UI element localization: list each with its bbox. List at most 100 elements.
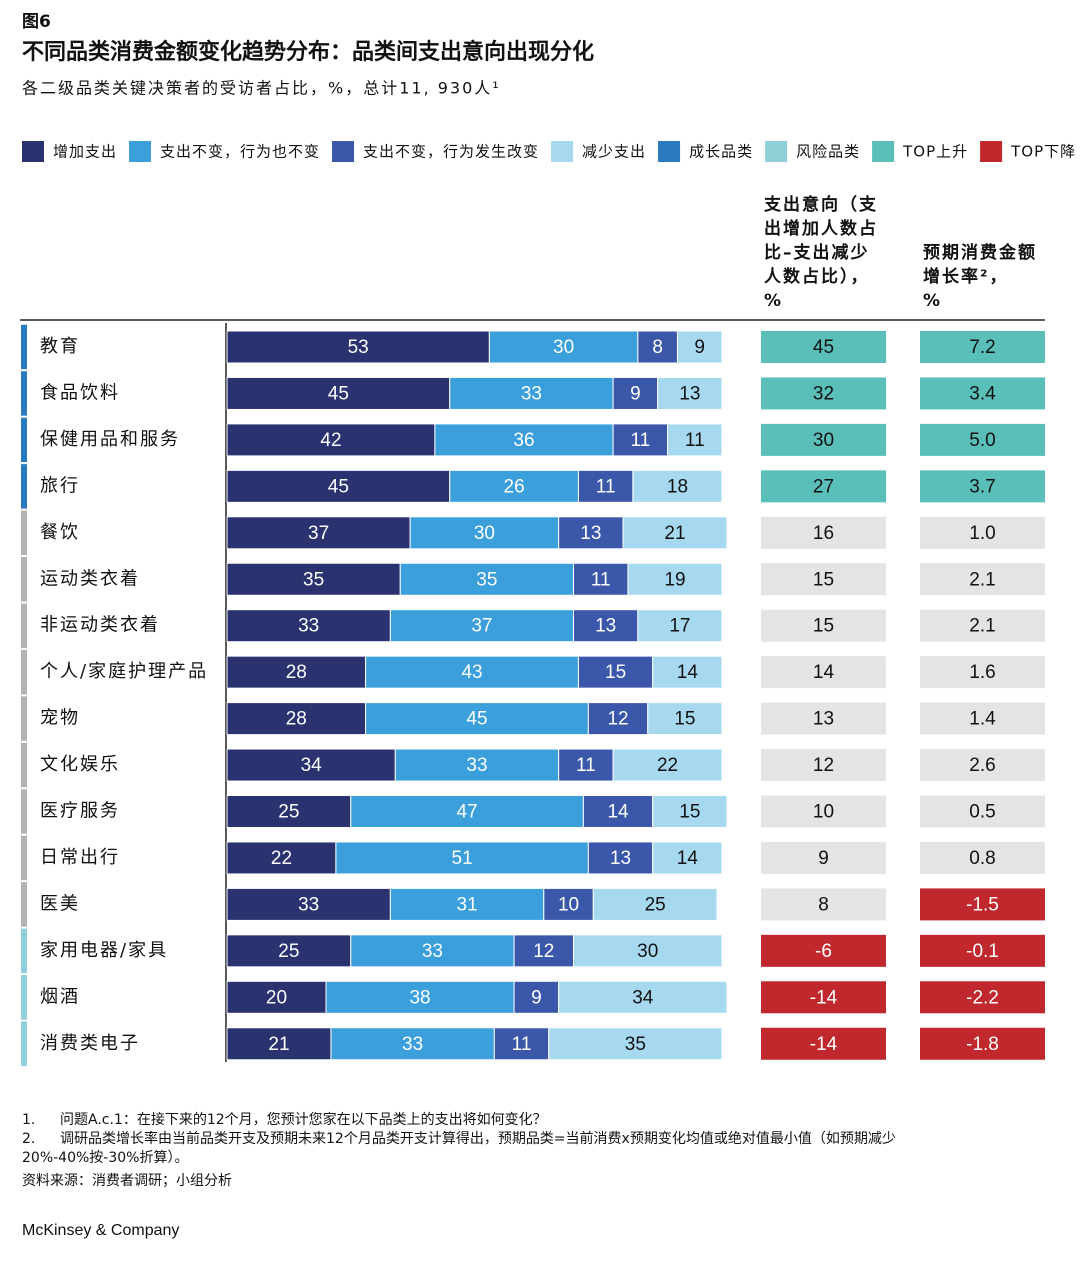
cell xyxy=(761,377,886,410)
bar-segment xyxy=(652,655,723,689)
legend-label: TOP上升 xyxy=(902,143,968,161)
category-label: 医美 xyxy=(40,893,80,914)
bar-value-label: 25 xyxy=(278,802,299,823)
bar-value-label: 35 xyxy=(476,569,497,590)
column-header: % xyxy=(764,291,783,311)
bar-segment xyxy=(652,841,723,875)
bar-value-label: 12 xyxy=(533,941,554,962)
bar-segment xyxy=(226,980,327,1014)
bar-value-label: 21 xyxy=(664,523,685,544)
bar-value-label: 25 xyxy=(645,894,666,915)
group-indicator xyxy=(21,975,27,1020)
cell xyxy=(761,609,886,642)
bar-segment xyxy=(226,562,401,596)
bar-value-label: 14 xyxy=(607,802,629,823)
bar-value-label: 33 xyxy=(298,894,319,915)
cell-value: 14 xyxy=(813,662,835,683)
cell xyxy=(761,470,886,503)
bar-segment xyxy=(389,609,574,643)
group-indicator xyxy=(21,557,27,602)
cell-value: 13 xyxy=(813,709,834,730)
legend-label: 支出不变，行为也不变 xyxy=(160,143,320,161)
bar-segment xyxy=(612,748,723,782)
cell-value: 0.5 xyxy=(969,802,995,823)
cell-value: 8 xyxy=(818,894,829,915)
bar-value-label: 13 xyxy=(580,523,601,544)
bar-segment xyxy=(226,609,391,643)
column-header: 人数占比）， xyxy=(764,266,870,287)
bar-segment xyxy=(350,795,584,828)
bar-segment xyxy=(434,423,614,457)
bar-value-label: 15 xyxy=(679,802,700,823)
bar-value-label: 12 xyxy=(607,709,628,730)
category-label: 家用电器/家具 xyxy=(40,940,168,961)
bar-segment xyxy=(652,795,728,828)
bar-value-label: 9 xyxy=(630,383,641,404)
cell xyxy=(761,749,886,782)
legend-swatch xyxy=(129,141,152,162)
column-header: 支出意向（支 xyxy=(764,194,878,215)
bar-segment xyxy=(226,702,367,736)
bar-segment xyxy=(627,562,723,596)
category-label: 个人/家庭护理产品 xyxy=(40,661,208,682)
cell-value: 32 xyxy=(813,383,834,404)
cell xyxy=(920,795,1045,828)
bar-segment xyxy=(647,702,723,736)
bar-value-label: 8 xyxy=(652,337,663,358)
group-indicator xyxy=(21,603,27,648)
bar-segment xyxy=(676,330,723,364)
bar-segment xyxy=(558,980,728,1014)
bar-segment xyxy=(488,330,639,364)
cell xyxy=(920,470,1045,503)
bar-value-label: 9 xyxy=(694,337,705,358)
bar-value-label: 34 xyxy=(301,755,323,776)
legend-swatch xyxy=(658,141,681,162)
bar-segment xyxy=(226,841,337,875)
bar-value-label: 35 xyxy=(303,569,324,590)
cell-value: -1.8 xyxy=(966,1034,999,1055)
footnote-number: 2. xyxy=(22,1131,35,1147)
category-label: 宠物 xyxy=(40,708,80,729)
column-header: 出增加人数占 xyxy=(764,218,878,239)
category-label: 保健用品和服务 xyxy=(40,429,180,450)
category-label: 食品饮料 xyxy=(40,382,120,403)
cell-value: 7.2 xyxy=(969,337,995,358)
bar-segment xyxy=(226,1027,332,1061)
bar-segment xyxy=(226,655,367,689)
cell xyxy=(920,841,1045,874)
bar-segment xyxy=(365,702,589,736)
bar-value-label: 43 xyxy=(461,662,482,683)
legend-swatch xyxy=(980,141,1003,162)
bar-value-label: 47 xyxy=(457,802,478,823)
category-label: 文化娱乐 xyxy=(40,754,120,775)
bar-segment xyxy=(226,516,411,550)
bar-value-label: 30 xyxy=(553,337,574,358)
cell xyxy=(761,331,886,363)
bar-segment xyxy=(330,1027,495,1061)
legend-label: 减少支出 xyxy=(582,143,646,161)
column-header: 预期消费金额 xyxy=(923,242,1037,263)
bar-segment xyxy=(558,748,614,782)
column-header: % xyxy=(923,291,942,311)
bar-segment xyxy=(394,748,560,782)
legend-label: 支出不变，行为发生改变 xyxy=(363,143,539,161)
group-indicator xyxy=(21,742,27,788)
cell xyxy=(920,423,1045,456)
bar-value-label: 30 xyxy=(637,941,658,962)
cell xyxy=(920,609,1045,642)
cell-value: 3.7 xyxy=(969,476,995,497)
category-label: 日常出行 xyxy=(40,847,120,868)
legend-label: 风险品类 xyxy=(796,143,860,161)
cell-value: -14 xyxy=(810,1034,838,1055)
cell-value: 2.1 xyxy=(969,569,995,590)
cell-value: 27 xyxy=(813,476,834,497)
bar-value-label: 51 xyxy=(452,848,473,869)
category-label: 餐饮 xyxy=(40,522,80,543)
cell-value: 16 xyxy=(813,523,834,544)
subtitle: 各二级品类关键决策者的受访者占比，%，总计11, 930人¹ xyxy=(22,79,501,98)
bar-value-label: 33 xyxy=(402,1034,423,1055)
category-label: 烟酒 xyxy=(40,986,80,1007)
group-indicator xyxy=(21,649,27,695)
bar-value-label: 17 xyxy=(669,616,690,637)
cell xyxy=(761,516,886,549)
